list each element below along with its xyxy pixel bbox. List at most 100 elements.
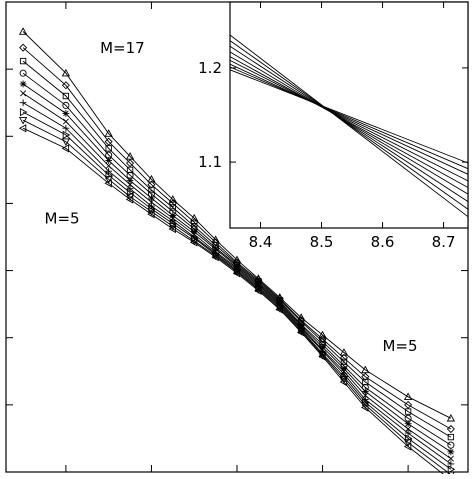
data-point-triangle-left xyxy=(168,224,177,234)
data-point-diamond xyxy=(126,159,135,168)
data-point-star xyxy=(361,388,369,395)
annotation-label: M=5 xyxy=(45,210,80,228)
data-point-diamond xyxy=(318,335,327,344)
data-point-star xyxy=(319,343,326,351)
data-point-star xyxy=(447,448,455,456)
main-panel: M=17M=5M=5M=17 xyxy=(5,1,469,479)
data-point-cross xyxy=(148,199,155,206)
data-point-triangle-left xyxy=(296,328,305,337)
data-point-square xyxy=(404,408,412,415)
data-point-star xyxy=(340,365,348,372)
data-point-star xyxy=(169,212,177,219)
data-point-square xyxy=(447,433,455,441)
inset-x-tick-label: 8.6 xyxy=(371,233,395,251)
annotation-label: M=5 xyxy=(382,337,417,355)
data-point-triangle-up xyxy=(339,348,349,356)
data-point-triangle-down xyxy=(61,138,71,146)
data-point-plus xyxy=(404,429,412,437)
inset-series-line xyxy=(229,69,469,164)
data-point-triangle-left xyxy=(189,238,198,247)
data-point-circle xyxy=(19,69,27,77)
data-point-triangle-up xyxy=(318,330,327,339)
inset-series-line xyxy=(229,40,469,210)
data-point-square xyxy=(148,186,155,194)
data-point-triangle-left xyxy=(104,179,112,188)
data-point-triangle-left xyxy=(125,195,134,204)
data-point-cross xyxy=(20,90,27,97)
data-point-square xyxy=(340,358,348,366)
data-point-triangle-down xyxy=(104,176,113,184)
data-point-triangle-left xyxy=(361,403,369,412)
data-point-triangle-down xyxy=(18,117,28,125)
data-point-triangle-left xyxy=(61,144,70,153)
data-point-cross xyxy=(447,455,454,462)
data-point-triangle-left xyxy=(275,305,283,314)
data-point-triangle-up xyxy=(446,413,456,422)
data-point-triangle-left xyxy=(147,210,155,219)
data-point-star xyxy=(62,110,70,117)
data-point-diamond xyxy=(61,81,70,90)
data-point-star xyxy=(148,194,155,202)
inset-panel: 8.4 8.5 8.6 8.7 1.1 1.2 xyxy=(198,1,469,251)
data-point-triangle-left xyxy=(318,352,326,361)
inset-series-line xyxy=(229,34,469,218)
data-point-diamond xyxy=(361,372,370,381)
data-point-cross xyxy=(405,425,412,433)
data-point-star xyxy=(126,177,134,184)
data-point-triangle-up xyxy=(104,129,113,137)
main-series-line xyxy=(22,111,452,470)
inset-frame xyxy=(229,1,469,229)
inset-series-line xyxy=(229,66,469,170)
data-point-cross xyxy=(105,162,112,169)
data-point-cross xyxy=(62,118,69,125)
data-point-triangle-left xyxy=(232,269,241,278)
data-point-star xyxy=(212,245,220,253)
data-point-diamond xyxy=(168,199,177,208)
data-point-star xyxy=(190,228,198,236)
main-series-line xyxy=(22,119,452,476)
inset-series-line xyxy=(229,51,469,195)
inset-series-line xyxy=(229,59,469,182)
main-series-line xyxy=(22,31,452,419)
data-point-triangle-up xyxy=(168,195,177,203)
data-point-square xyxy=(19,57,27,65)
data-point-square xyxy=(62,92,70,100)
data-point-diamond xyxy=(104,137,113,146)
inset-x-tick-label: 8.7 xyxy=(432,233,456,251)
data-point-diamond xyxy=(19,43,28,52)
data-point-triangle-up xyxy=(190,213,199,222)
data-point-triangle-right xyxy=(62,130,71,140)
inset-series-line xyxy=(229,63,469,175)
main-series-line xyxy=(22,127,451,479)
data-point-triangle-up xyxy=(147,174,156,183)
data-point-triangle-left xyxy=(339,377,348,387)
data-point-plus xyxy=(447,460,455,468)
data-point-diamond xyxy=(339,353,348,362)
data-point-triangle-left xyxy=(211,252,219,262)
data-point-plus xyxy=(19,99,27,107)
data-point-plus xyxy=(62,124,70,132)
data-point-star xyxy=(105,157,113,164)
data-point-diamond xyxy=(147,180,156,189)
data-point-cross xyxy=(127,181,134,188)
data-point-circle xyxy=(447,441,455,449)
data-point-triangle-down xyxy=(403,439,413,447)
data-point-triangle-left xyxy=(254,286,262,295)
data-point-circle xyxy=(62,101,70,109)
inset-y-tick-label: 1.1 xyxy=(198,153,222,171)
inset-x-tick-label: 8.5 xyxy=(310,233,334,251)
annotation-label: M=17 xyxy=(100,39,145,57)
data-point-diamond xyxy=(446,424,455,434)
data-point-triangle-left xyxy=(18,124,27,133)
data-point-triangle-up xyxy=(61,68,71,77)
data-point-triangle-up xyxy=(18,27,28,35)
data-point-triangle-right xyxy=(19,107,28,117)
data-point-triangle-up xyxy=(403,392,413,400)
data-point-square xyxy=(169,204,177,211)
data-point-square xyxy=(105,145,112,152)
inset-x-tick-label: 8.4 xyxy=(249,233,273,251)
inset-y-tick-label: 1.2 xyxy=(198,59,222,77)
data-point-star xyxy=(404,420,412,428)
